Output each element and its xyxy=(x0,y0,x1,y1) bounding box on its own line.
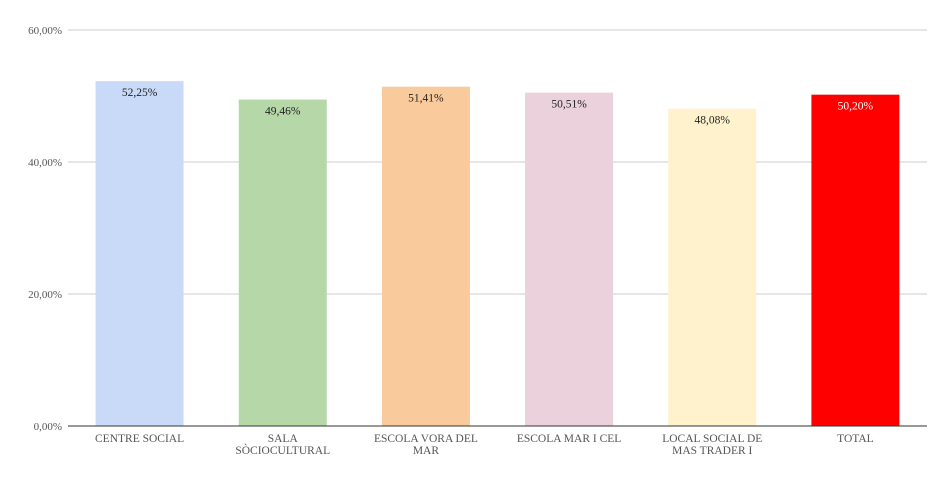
x-tick-label: CENTRE SOCIAL xyxy=(95,433,184,445)
x-tick-label: TOTAL xyxy=(837,433,874,445)
y-tick-label: 20,00% xyxy=(28,289,62,301)
y-tick-label: 40,00% xyxy=(28,157,62,169)
y-tick-label: 60,00% xyxy=(28,25,62,37)
x-tick-label: MAR xyxy=(413,445,440,457)
x-tick-label: ESCOLA MAR I CEL xyxy=(517,433,621,445)
bar xyxy=(668,108,757,426)
x-tick-label: LOCAL SOCIAL DE xyxy=(662,433,762,445)
y-axis-ticks: 0,00% 20,00% 40,00% 60,00% xyxy=(28,25,62,433)
bar xyxy=(238,99,327,427)
gridlines xyxy=(68,29,927,295)
bar xyxy=(95,81,184,427)
data-labels: 52,25% 49,46% 51,41% 50,51% 48,08% 50,20% xyxy=(122,87,874,127)
x-tick-label: ESCOLA VORA DEL xyxy=(374,433,478,445)
bar xyxy=(811,94,900,427)
bar xyxy=(381,86,470,426)
x-tick-label: MAS TRADER I xyxy=(672,445,752,457)
y-tick-label: 0,00% xyxy=(34,421,62,433)
x-tick-label: SÒCIOCULTURAL xyxy=(235,443,330,457)
data-label: 49,46% xyxy=(265,106,301,118)
bars xyxy=(95,81,900,427)
data-label: 48,08% xyxy=(695,115,731,127)
data-label: 51,41% xyxy=(408,93,444,105)
x-tick-label: SALA xyxy=(268,433,299,445)
data-label: 50,20% xyxy=(838,101,874,113)
data-label: 52,25% xyxy=(122,87,158,99)
data-label: 50,51% xyxy=(551,99,587,111)
bar xyxy=(525,92,614,426)
